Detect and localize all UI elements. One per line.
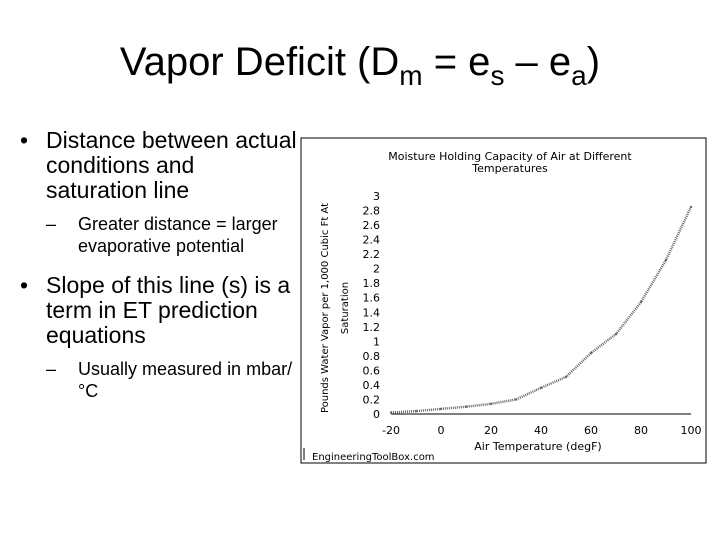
chart-title-line1: Moisture Holding Capacity of Air at Diff…: [388, 150, 632, 163]
y-tick-label: 1.4: [363, 306, 381, 319]
sub-bullet-text: Greater distance = larger evaporative po…: [78, 214, 278, 256]
sub-bullet-glyph: –: [46, 214, 57, 234]
data-point: [389, 411, 393, 414]
sub-bullet-item: – Usually measured in mbar/°C: [18, 358, 300, 402]
y-tick-label: 2: [373, 263, 380, 276]
data-point: [439, 407, 443, 411]
data-point: [564, 375, 568, 379]
bullet-item: • Slope of this line (s) is a term in ET…: [18, 273, 300, 348]
bullet-item: • Distance between actual conditions and…: [18, 128, 300, 203]
sub-bullet-text: Usually measured in mbar/°C: [78, 359, 293, 401]
y-tick-label: 1.6: [363, 292, 381, 305]
x-tick-label: 60: [584, 424, 598, 437]
chart-frame: [300, 137, 707, 464]
x-tick-label: 80: [634, 424, 648, 437]
y-tick-label: 2.2: [363, 248, 381, 261]
y-tick-label: 2.6: [363, 219, 381, 232]
data-point: [539, 386, 543, 390]
x-tick-label: 0: [438, 424, 445, 437]
y-tick-label: 1.8: [363, 277, 381, 290]
x-tick-label: 40: [534, 424, 548, 437]
data-point: [464, 405, 468, 408]
y-tick-label: 0.2: [363, 393, 381, 406]
y-axis-label-line2: Saturation: [340, 282, 351, 334]
bullet-glyph: •: [20, 272, 29, 298]
y-tick-label: 0.6: [363, 364, 381, 377]
x-tick-label: 100: [681, 424, 702, 437]
slide-title: Vapor Deficit (Dm = es – ea): [119, 40, 601, 91]
y-tick-label: 3: [373, 190, 380, 203]
data-point: [639, 300, 643, 304]
x-tick-group: -20 0 20 40 60 80 100: [382, 424, 701, 437]
data-point: [589, 351, 593, 355]
y-tick-label: 2.8: [363, 205, 381, 218]
data-point: [514, 398, 518, 401]
y-axis-label-line1: Pounds Water Vapor per 1,000 Cubic Ft At: [320, 203, 331, 413]
sub-bullet-glyph: –: [46, 359, 57, 379]
data-point: [614, 332, 618, 336]
chart-svg: Moisture Holding Capacity of Air at Diff…: [300, 137, 707, 464]
y-tick-label: 0: [373, 408, 380, 421]
y-tick-label: 1.2: [363, 321, 381, 334]
data-point: [489, 402, 493, 406]
y-tick-label: 2.4: [363, 234, 381, 247]
x-axis-label: Air Temperature (degF): [474, 440, 601, 453]
bullet-list: • Distance between actual conditions and…: [18, 128, 300, 418]
sub-bullet-item: – Greater distance = larger evaporative …: [18, 213, 300, 257]
chart-credit: EngineeringToolBox.com: [312, 452, 435, 463]
y-tick-label: 0.8: [363, 350, 381, 363]
bullet-text: Distance between actual conditions and s…: [46, 127, 297, 203]
chart-figure: Moisture Holding Capacity of Air at Diff…: [300, 126, 710, 466]
data-point: [689, 205, 693, 209]
y-tick-group: 0 0.20.4 0.60.8 11.2 1.41.6 1.82 2.22.4 2.62.8 3: [363, 190, 381, 421]
x-tick-label: -20: [382, 424, 400, 437]
y-axis-label: Pounds Water Vapor per 1,000 Cubic Ft At…: [320, 203, 351, 413]
y-tick-label: 1: [373, 335, 380, 348]
data-point: [664, 258, 668, 262]
data-point: [414, 409, 418, 413]
chart-title-line2: Temperatures: [471, 162, 548, 175]
x-tick-label: 20: [484, 424, 498, 437]
data-point-group: [389, 205, 693, 414]
bullet-glyph: •: [20, 127, 29, 153]
bullet-text: Slope of this line (s) is a term in ET p…: [46, 272, 291, 348]
y-tick-label: 0.4: [363, 379, 381, 392]
